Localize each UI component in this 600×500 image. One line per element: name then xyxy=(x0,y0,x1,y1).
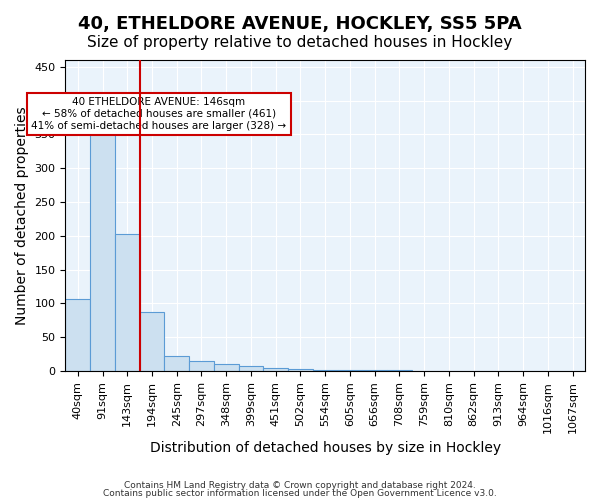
Text: Size of property relative to detached houses in Hockley: Size of property relative to detached ho… xyxy=(88,35,512,50)
Text: Contains public sector information licensed under the Open Government Licence v3: Contains public sector information licen… xyxy=(103,488,497,498)
Bar xyxy=(239,366,263,371)
Bar xyxy=(263,368,288,371)
Bar xyxy=(65,298,90,371)
Bar xyxy=(90,134,115,371)
Text: 40, ETHELDORE AVENUE, HOCKLEY, SS5 5PA: 40, ETHELDORE AVENUE, HOCKLEY, SS5 5PA xyxy=(78,15,522,33)
Bar xyxy=(362,370,387,371)
Bar xyxy=(387,370,412,371)
X-axis label: Distribution of detached houses by size in Hockley: Distribution of detached houses by size … xyxy=(149,441,501,455)
Text: 40 ETHELDORE AVENUE: 146sqm
← 58% of detached houses are smaller (461)
41% of se: 40 ETHELDORE AVENUE: 146sqm ← 58% of det… xyxy=(31,98,286,130)
Bar xyxy=(140,312,164,371)
Bar xyxy=(288,369,313,371)
Bar xyxy=(115,234,140,371)
Bar xyxy=(214,364,239,371)
Y-axis label: Number of detached properties: Number of detached properties xyxy=(15,106,29,325)
Bar xyxy=(189,361,214,371)
Bar xyxy=(313,370,338,371)
Bar xyxy=(164,356,189,371)
Text: Contains HM Land Registry data © Crown copyright and database right 2024.: Contains HM Land Registry data © Crown c… xyxy=(124,481,476,490)
Bar xyxy=(338,370,362,371)
